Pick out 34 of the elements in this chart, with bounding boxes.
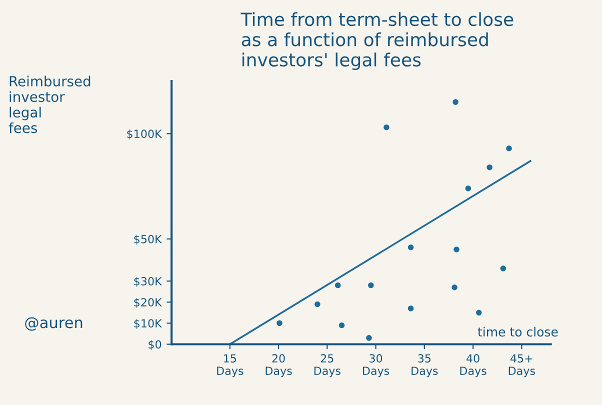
y-tick-label: $100K: [127, 129, 162, 140]
point: [486, 164, 492, 170]
point: [368, 282, 374, 288]
point: [408, 306, 414, 312]
y-tick-label: $20K: [134, 298, 162, 308]
x-axis-title: time to close: [478, 326, 558, 337]
point: [408, 244, 414, 250]
point: [338, 322, 345, 328]
point: [506, 146, 512, 152]
y-tick-label: $50K: [134, 234, 162, 245]
y-axis-title: Reimbursed investor legal fees: [8, 76, 90, 134]
x-tick-label: 20 Days: [266, 354, 292, 378]
point: [452, 284, 458, 290]
x-tick-label: 45+ Days: [508, 354, 535, 378]
point: [500, 266, 506, 272]
x-tick-label: 25 Days: [314, 354, 340, 378]
point: [465, 186, 472, 192]
chart-title: Time from term-sheet to close as a function of reimbursed investors' legal fees: [240, 12, 514, 70]
text: @auren: [25, 317, 82, 331]
y-tick-label: $10K: [134, 318, 162, 330]
point: [334, 282, 341, 288]
x-tick-label: 40 Days: [460, 354, 486, 378]
x-tick-label: 35 Days: [412, 354, 438, 378]
x-tick-label: 30 Days: [363, 354, 390, 378]
x-tick-label: 15 Days: [217, 354, 244, 378]
point: [276, 320, 282, 326]
y-tick-label: $30K: [134, 276, 162, 287]
point: [314, 301, 320, 308]
y-tick-label: $0: [148, 340, 162, 350]
point: [476, 310, 482, 316]
point: [452, 99, 458, 105]
point: [384, 124, 390, 130]
point: [454, 246, 460, 252]
point: [366, 335, 372, 341]
